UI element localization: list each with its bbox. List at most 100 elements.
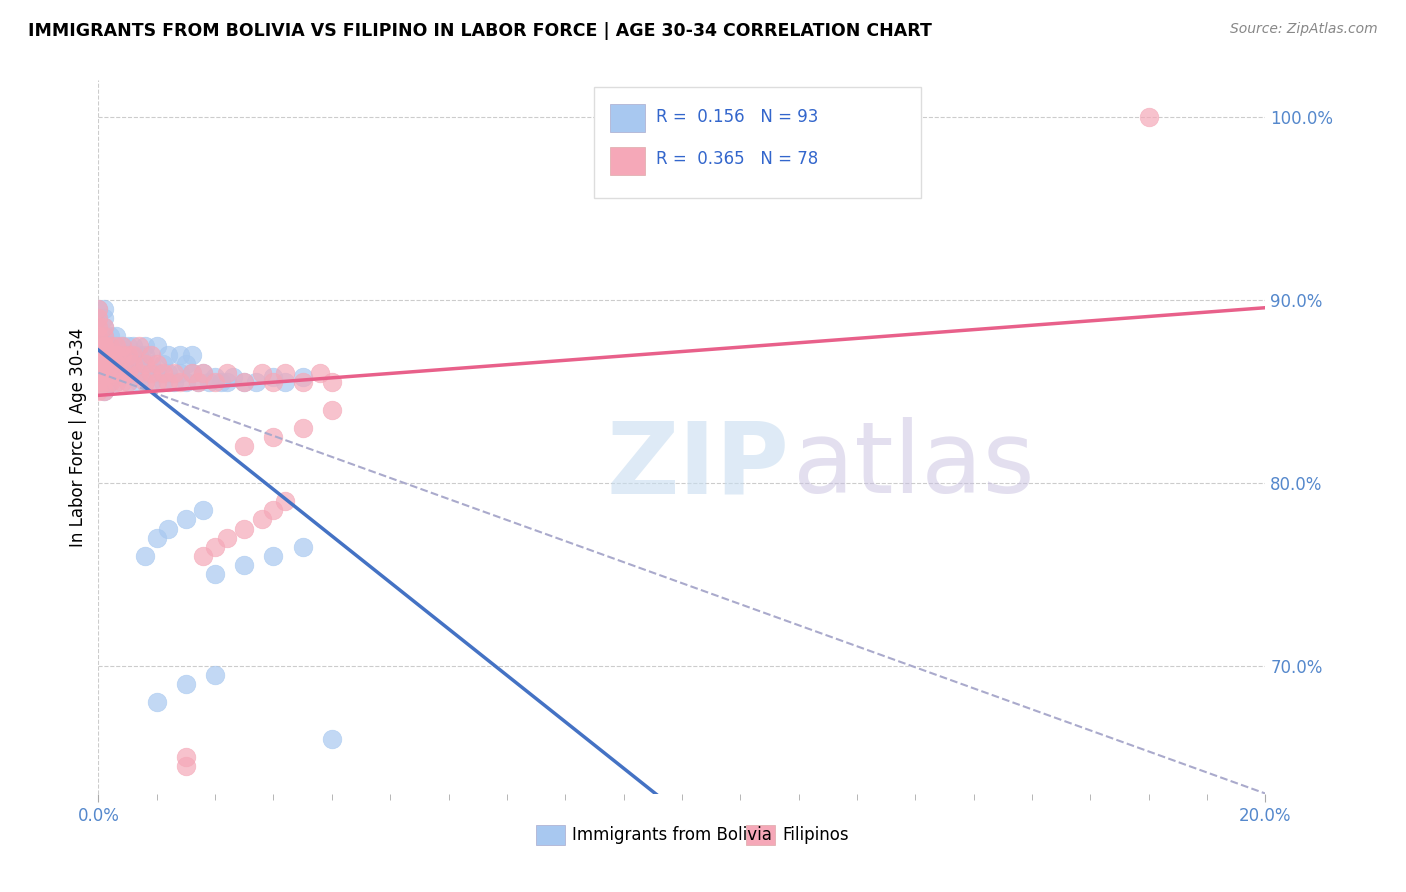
Point [262, 503, 284, 517]
Point [98, 348, 121, 362]
Point [187, 375, 209, 389]
Point [93, 375, 115, 389]
Point [93, 329, 115, 343]
Text: R =  0.365   N = 78: R = 0.365 N = 78 [657, 151, 818, 169]
Point [321, 402, 343, 417]
Point [245, 375, 267, 389]
Point [233, 439, 256, 453]
Point [87, 357, 110, 371]
Point [117, 348, 139, 362]
Point [98, 366, 121, 380]
Point [87, 320, 110, 334]
Point [215, 366, 238, 380]
Point [111, 348, 134, 362]
Point [111, 375, 134, 389]
Point [128, 357, 150, 371]
Point [98, 329, 121, 343]
Text: Filipinos: Filipinos [782, 826, 849, 844]
Point [87, 311, 110, 326]
Point [128, 338, 150, 352]
Point [174, 375, 197, 389]
Point [87, 384, 110, 399]
Point [98, 366, 121, 380]
Point [93, 348, 115, 362]
Point [262, 549, 284, 563]
Point [93, 338, 115, 352]
Point [93, 366, 115, 380]
Point [98, 375, 121, 389]
Point [321, 375, 343, 389]
Point [93, 320, 115, 334]
Point [180, 348, 202, 362]
Point [274, 375, 297, 389]
FancyBboxPatch shape [610, 103, 644, 132]
Point [169, 375, 191, 389]
Point [93, 329, 115, 343]
Point [152, 366, 174, 380]
Point [117, 375, 139, 389]
Point [204, 567, 226, 582]
Point [122, 348, 145, 362]
Point [291, 375, 314, 389]
Point [180, 366, 202, 380]
Point [146, 695, 169, 709]
Point [87, 348, 110, 362]
Point [209, 375, 232, 389]
Point [117, 338, 139, 352]
Point [146, 338, 169, 352]
Point [146, 357, 169, 371]
Point [87, 329, 110, 343]
Point [93, 338, 115, 352]
Point [111, 348, 134, 362]
Point [128, 348, 150, 362]
Point [274, 366, 297, 380]
Point [87, 348, 110, 362]
Point [204, 369, 226, 384]
Point [98, 338, 121, 352]
Point [134, 375, 156, 389]
Point [93, 366, 115, 380]
Point [98, 357, 121, 371]
FancyBboxPatch shape [610, 146, 644, 175]
Point [111, 357, 134, 371]
Point [87, 320, 110, 334]
Point [291, 421, 314, 435]
FancyBboxPatch shape [536, 825, 565, 846]
Point [134, 366, 156, 380]
Point [93, 338, 115, 352]
Point [187, 375, 209, 389]
Point [204, 375, 226, 389]
Point [139, 357, 162, 371]
Point [139, 375, 162, 389]
Point [87, 357, 110, 371]
Text: atlas: atlas [793, 417, 1035, 514]
Point [87, 366, 110, 380]
Point [134, 357, 156, 371]
Point [321, 731, 343, 746]
Point [233, 558, 256, 573]
Point [93, 357, 115, 371]
Point [87, 375, 110, 389]
Point [93, 348, 115, 362]
Point [233, 375, 256, 389]
Text: Immigrants from Bolivia: Immigrants from Bolivia [572, 826, 772, 844]
Point [274, 494, 297, 508]
FancyBboxPatch shape [747, 825, 775, 846]
Point [163, 366, 186, 380]
Point [93, 338, 115, 352]
Point [128, 375, 150, 389]
Point [87, 311, 110, 326]
FancyBboxPatch shape [595, 87, 921, 198]
Point [174, 750, 197, 764]
Point [104, 338, 127, 352]
Point [111, 338, 134, 352]
Point [98, 357, 121, 371]
Point [87, 338, 110, 352]
Point [262, 369, 284, 384]
Point [117, 348, 139, 362]
Text: Source: ZipAtlas.com: Source: ZipAtlas.com [1230, 22, 1378, 37]
Text: IMMIGRANTS FROM BOLIVIA VS FILIPINO IN LABOR FORCE | AGE 30-34 CORRELATION CHART: IMMIGRANTS FROM BOLIVIA VS FILIPINO IN L… [28, 22, 932, 40]
Point [233, 522, 256, 536]
Point [157, 348, 180, 362]
Point [93, 384, 115, 399]
